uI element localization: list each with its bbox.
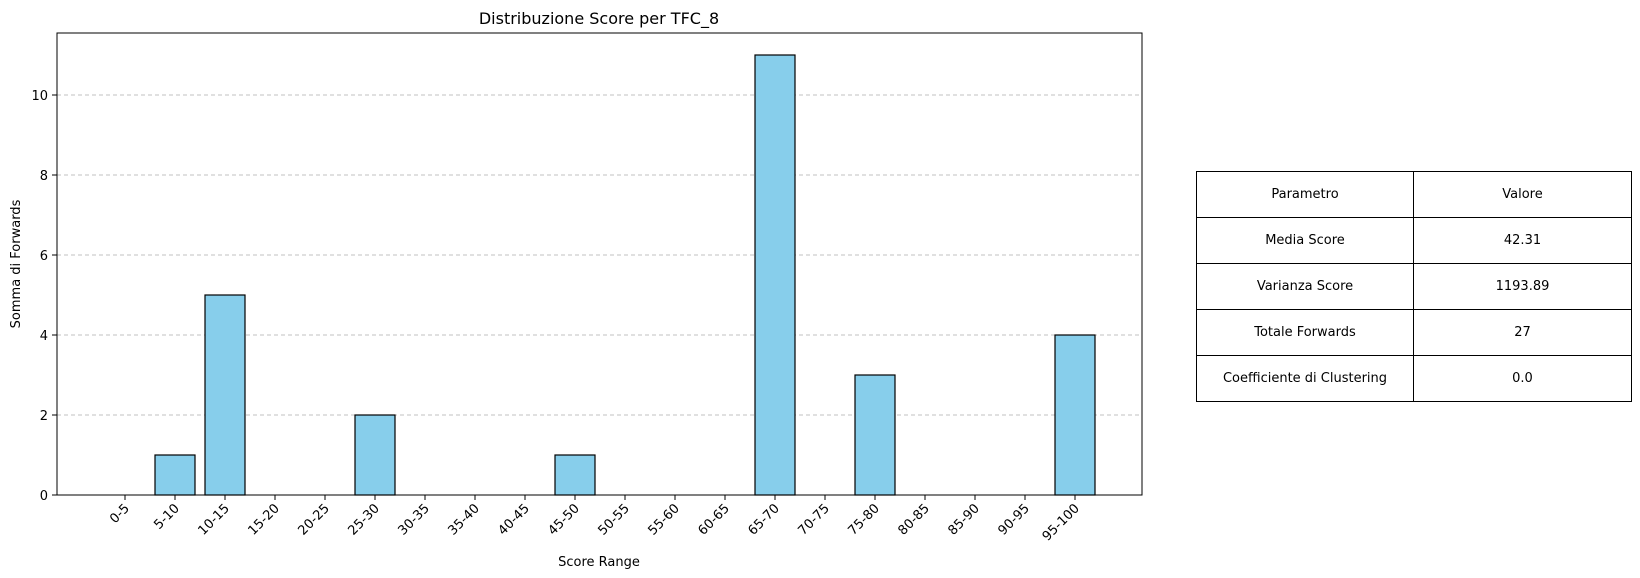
- bar: [204, 294, 246, 496]
- table-cell-parameter: Media Score: [1196, 217, 1414, 264]
- x-tick-label: 55-60: [646, 501, 683, 538]
- bar: [154, 454, 196, 496]
- plot-frame: [56, 32, 1143, 496]
- y-axis-ticks: 0 2 4 6 8 10: [31, 89, 57, 504]
- y-axis-label: Somma di Forwards: [9, 199, 24, 328]
- y-tick-label: 2: [40, 409, 48, 424]
- table-cell-parameter: Parametro: [1196, 171, 1414, 218]
- table-cell-parameter: Varianza Score: [1196, 263, 1414, 310]
- x-tick-label: 40-45: [496, 501, 533, 538]
- x-tick-label: 25-30: [346, 501, 383, 538]
- x-tick-label: 65-70: [746, 501, 783, 538]
- x-tick-label: 95-100: [1040, 501, 1083, 544]
- x-tick-label: 70-75: [796, 501, 833, 538]
- table-row: Coefficiente di Clustering 0.0: [1196, 355, 1632, 402]
- bars: [154, 54, 1096, 496]
- x-tick-label: 60-65: [696, 501, 733, 538]
- stats-table: Parametro Valore Media Score 42.31 Varianza …: [1196, 171, 1632, 402]
- table-cell-value: 0.0: [1413, 355, 1632, 402]
- table-cell-value: 1193.89: [1413, 263, 1632, 310]
- bar: [1054, 334, 1096, 496]
- x-tick-label: 90-95: [996, 501, 1033, 538]
- x-tick-label: 5-10: [151, 501, 182, 532]
- x-tick-label: 0-5: [107, 501, 133, 527]
- y-tick-label: 0: [40, 489, 48, 504]
- x-tick-label: 15-20: [246, 501, 283, 538]
- y-tick-label: 4: [40, 329, 48, 344]
- x-tick-label: 30-35: [396, 501, 433, 538]
- grid-lines: [57, 94, 1142, 416]
- table-cell-parameter: Totale Forwards: [1196, 309, 1414, 356]
- x-tick-label: 75-80: [846, 501, 883, 538]
- x-axis-label: Score Range: [558, 555, 640, 570]
- table-header-row: Parametro Valore: [1196, 171, 1632, 218]
- bar: [854, 374, 896, 496]
- x-tick-label: 45-50: [546, 501, 583, 538]
- x-tick-label: 50-55: [596, 501, 633, 538]
- table-cell-value: Valore: [1413, 171, 1632, 218]
- bar: [354, 414, 396, 496]
- x-tick-label: 35-40: [446, 501, 483, 538]
- x-axis-ticks: 0-5 5-10 10-15 15-20 20-25 25-30 30-35 35-40 40-…: [107, 495, 1083, 544]
- table-row: Varianza Score 1193.89: [1196, 263, 1632, 310]
- y-tick-label: 6: [40, 249, 48, 264]
- bar: [554, 454, 596, 496]
- table-cell-parameter: Coefficiente di Clustering: [1196, 355, 1414, 402]
- table-row: Totale Forwards 27: [1196, 309, 1632, 356]
- bar: [754, 54, 796, 496]
- y-tick-label: 8: [40, 169, 48, 184]
- table-cell-value: 42.31: [1413, 217, 1632, 264]
- x-tick-label: 85-90: [946, 501, 983, 538]
- table-row: Media Score 42.31: [1196, 217, 1632, 264]
- chart-title: Distribuzione Score per TFC_8: [479, 9, 719, 29]
- table-cell-value: 27: [1413, 309, 1632, 356]
- x-tick-label: 20-25: [296, 501, 333, 538]
- x-tick-label: 10-15: [196, 501, 233, 538]
- x-tick-label: 80-85: [896, 501, 933, 538]
- y-tick-label: 10: [31, 89, 48, 104]
